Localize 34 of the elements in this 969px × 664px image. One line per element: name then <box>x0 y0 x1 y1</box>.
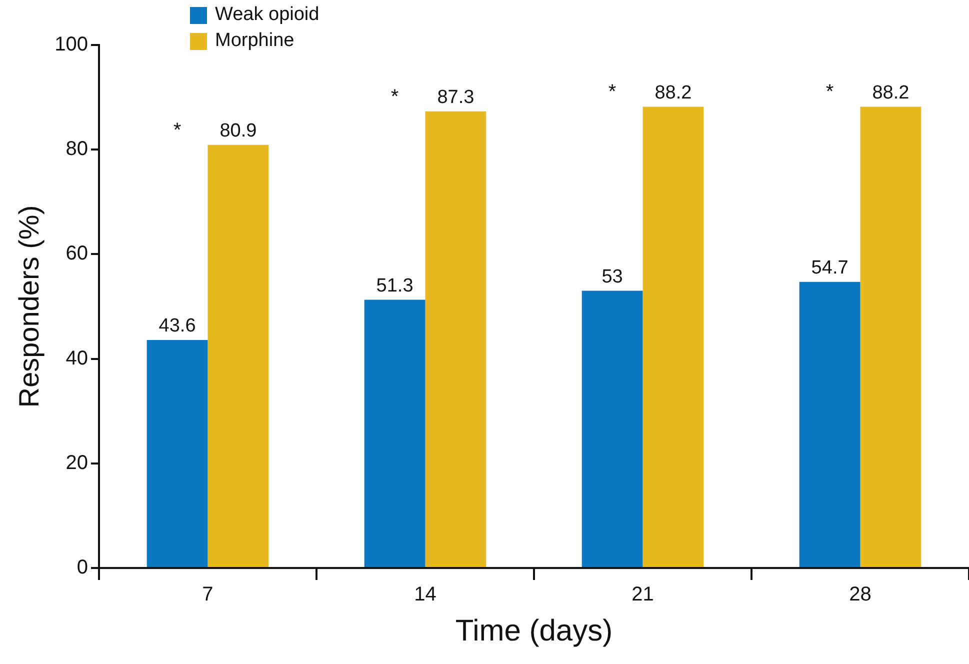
bar <box>364 300 426 567</box>
annotation: * <box>173 119 182 142</box>
y-axis-title: Responders (%) <box>14 205 45 408</box>
data-label: 53 <box>602 266 623 288</box>
bar <box>208 144 269 567</box>
x-axis-title: Time (days) <box>455 614 613 648</box>
y-tick-label: 100 <box>54 34 88 56</box>
x-tick-label: 7 <box>202 584 214 606</box>
y-tick-label: 80 <box>66 138 88 160</box>
annotation: * <box>826 81 834 104</box>
y-tick-label: 20 <box>66 452 88 474</box>
data-label: 51.3 <box>376 275 414 296</box>
annotation: * <box>390 86 399 108</box>
data-label: 43.6 <box>158 316 196 337</box>
y-tick-label: 60 <box>66 242 88 265</box>
bar <box>799 282 860 567</box>
data-label: 88.2 <box>654 82 692 104</box>
bar <box>860 106 922 567</box>
y-tick-label: 0 <box>76 556 88 579</box>
bar <box>146 340 208 567</box>
legend-label: Weak opioid <box>215 4 320 26</box>
annotation: * <box>608 81 616 104</box>
data-label: 88.2 <box>872 82 910 104</box>
data-label: 80.9 <box>220 120 257 142</box>
y-tick-label: 40 <box>66 347 88 370</box>
legend-label: Morphine <box>215 30 294 52</box>
bar <box>642 106 704 567</box>
x-tick-label: 14 <box>414 584 436 606</box>
x-tick-label: 21 <box>632 584 654 606</box>
data-label: 54.7 <box>811 258 848 279</box>
bar <box>582 290 643 567</box>
x-tick-label: 28 <box>849 584 872 606</box>
bar <box>425 111 486 567</box>
data-label: 87.3 <box>437 87 474 108</box>
